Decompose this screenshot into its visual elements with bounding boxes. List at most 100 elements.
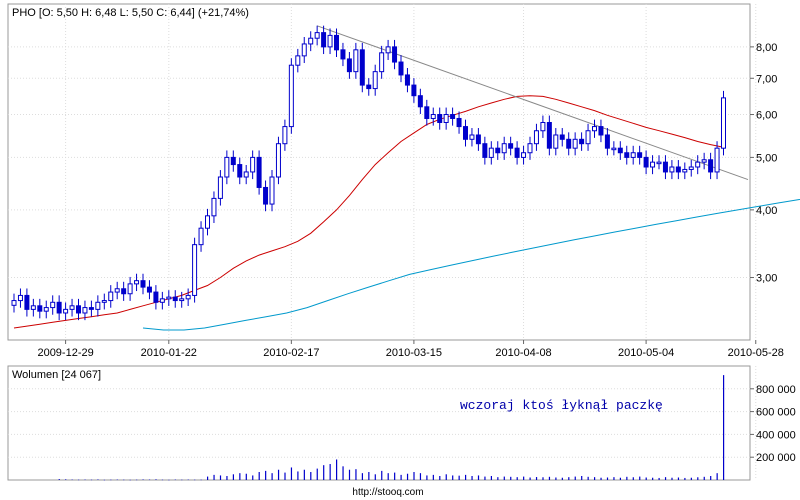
volume-bar [406,473,409,480]
candle-body [456,117,462,128]
price-tick-label: 8,00 [756,42,777,54]
volume-bar [619,477,621,480]
volume-bar [329,464,331,480]
volume-bar [232,474,234,480]
volume-tick-label: 400 000 [756,429,796,441]
candle-body [714,147,720,173]
candle-body [598,126,604,136]
volume-bar [103,479,105,481]
candle-body [11,300,17,306]
volume-bar [677,477,680,480]
price-tick-label: 4,00 [756,205,777,217]
volume-bar [555,477,557,480]
candle-body [514,147,520,158]
volume-title: Wolumen [24 067] [12,369,101,381]
candle-body [50,301,56,309]
candle-body [501,143,507,154]
candle-body [527,143,533,154]
volume-grid [8,388,750,458]
volume-bar [142,479,144,480]
volume-bar [271,473,273,480]
candle-body [114,288,120,293]
candle-body [340,49,346,60]
candle-body [508,143,514,149]
candle-body [301,43,307,57]
volume-bar [174,479,176,481]
candle-body [224,156,230,178]
volume-bar [413,472,415,480]
footer-link[interactable]: http://stooq.com [352,487,423,498]
volume-bar [355,469,357,480]
volume-bar [445,474,447,480]
candle-body [675,166,681,173]
volume-bar [523,476,525,480]
volume-bar [587,476,589,480]
candle-body [269,176,275,205]
candle-body [572,138,578,149]
volume-bar [452,475,454,480]
volume-bar [477,475,480,480]
candle-body [146,286,152,293]
candle-body [385,46,391,54]
candle-body [372,71,378,90]
candles [11,25,726,321]
short-moving-average [13,95,724,329]
volume-bar [265,470,267,480]
volume-bar [148,479,151,481]
volume-bars [58,375,725,481]
candle-body [205,215,210,229]
price-header: PHO [O: 5,50 H: 6,48 L: 5,50 C: 6,44] (+… [12,7,249,19]
candle-body [76,305,81,314]
candle-body [24,294,30,310]
volume-bar [336,459,338,480]
candle-body [211,197,217,217]
volume-bar [671,477,673,480]
candle-body [682,168,688,173]
volume-bar [639,476,641,480]
volume-bar [207,476,209,480]
candle-body [643,156,649,168]
date-tick-label: 2010-05-04 [618,347,674,359]
candle-body [721,97,726,149]
volume-bar [658,477,660,480]
candle-body [108,291,114,302]
candle-body [217,176,223,199]
candle-body [450,114,456,119]
volume-bar [703,476,705,480]
candle-body [624,152,630,158]
volume-axis: 200 000 400 000 600 000 800 000 [750,384,796,464]
volume-bar [690,477,692,480]
volume-bar [245,473,247,480]
candle-body [334,34,339,51]
volume-bar [561,477,563,480]
candle-body [695,161,701,168]
candle-body [463,126,468,140]
candle-body [630,152,636,158]
volume-bar [168,479,170,481]
candle-body [127,283,133,295]
volume-bar [606,477,609,480]
volume-bar [471,476,473,480]
candle-body [346,58,352,73]
volume-bar [723,375,725,480]
volume-tick-label: 800 000 [756,384,796,396]
candle-body [153,291,159,303]
candle-body [314,32,320,39]
volume-bar [387,473,389,480]
candle-body [579,138,585,145]
candle-body [379,52,385,73]
volume-bar [129,479,131,481]
date-tick-label: 2010-05-28 [728,347,784,359]
volume-bar [574,476,576,480]
candle-body [443,114,449,123]
candle-body [95,301,101,310]
candle-body [546,121,552,149]
candle-body [250,156,256,173]
volume-bar [342,466,344,480]
candle-body [592,126,597,132]
candle-body [82,307,88,314]
candle-body [140,280,146,288]
candle-body [101,300,107,303]
volume-bar [58,479,60,480]
annotation-text: wczoraj ktoś łyknął paczkę [460,398,663,413]
